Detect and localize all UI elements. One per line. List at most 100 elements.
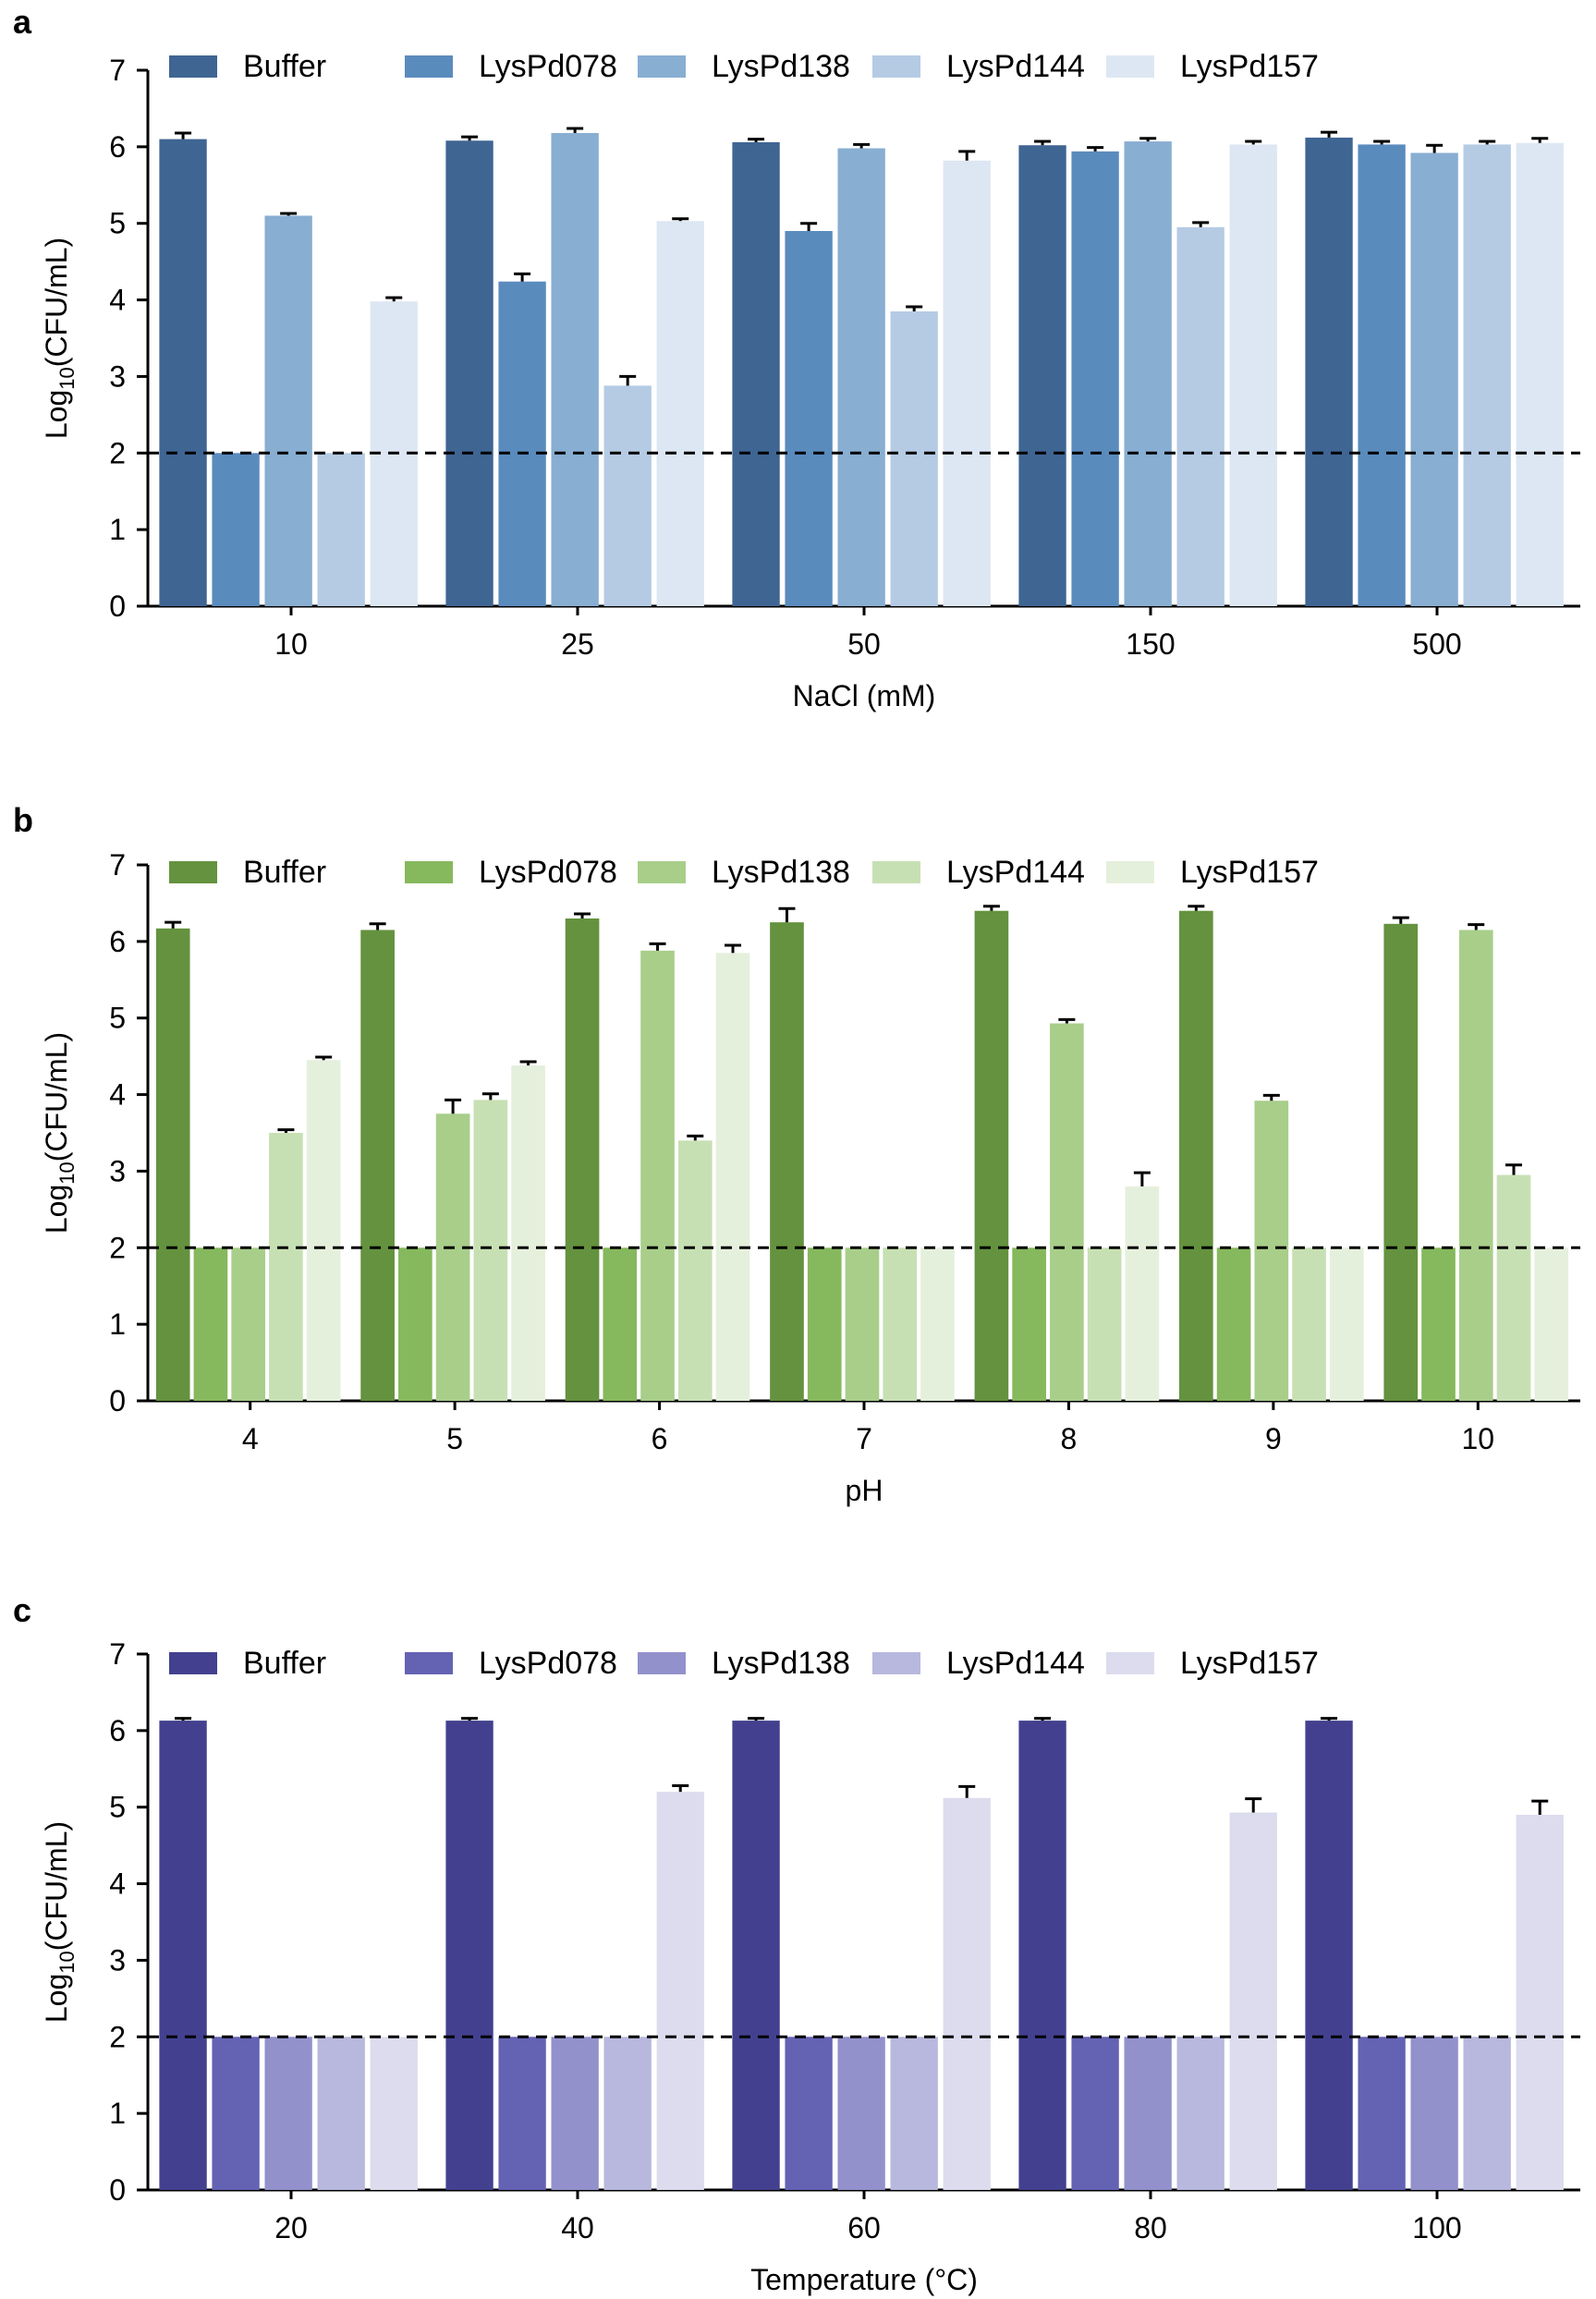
legend-label: Buffer (243, 1646, 326, 1681)
legend-swatch (872, 861, 920, 883)
bar-buffer-20 (159, 1721, 207, 2190)
bar-lyspd144-150 (1176, 226, 1224, 606)
chart-panel-b: b 0 1 2 3 4 5 6 7 Log10(CFU/mL) 4 5 6 7 8 9 10 pH Buffer Ly… (13, 801, 1580, 1507)
legend-label: LysPd144 (946, 855, 1085, 890)
bar-lyspd078-60 (785, 2037, 833, 2190)
x-tick-label: 40 (561, 2211, 594, 2244)
bar-lyspd138-9 (1254, 1101, 1289, 1401)
bar-lyspd144-10 (1496, 1174, 1531, 1401)
legend-swatch (638, 861, 686, 883)
panel-label: a (13, 3, 32, 41)
bar-lyspd078-4 (193, 1247, 228, 1401)
y-tick-label: 4 (109, 1867, 126, 1901)
legend-label: LysPd138 (712, 49, 850, 84)
bar-lyspd078-80 (1071, 2037, 1119, 2190)
y-tick-label: 6 (109, 925, 126, 958)
bar-lyspd144-100 (1463, 2037, 1511, 2190)
bar-buffer-40 (445, 1721, 493, 2190)
bar-lyspd157-20 (370, 2037, 418, 2190)
bar-lyspd138-7 (845, 1247, 880, 1401)
bar-lyspd138-8 (1050, 1023, 1084, 1401)
y-tick-label: 2 (109, 2020, 126, 2053)
x-tick-label: 4 (242, 1422, 259, 1455)
legend-swatch (1106, 861, 1154, 883)
y-tick-label: 6 (109, 1714, 126, 1747)
y-tick-label: 5 (109, 1791, 126, 1824)
legend-label: LysPd157 (1180, 49, 1319, 84)
bar-lyspd078-8 (1012, 1247, 1046, 1401)
legend-swatch (872, 1652, 920, 1674)
bar-lyspd157-25 (656, 221, 704, 606)
x-tick-label: 60 (847, 2211, 881, 2244)
bar-lyspd144-60 (890, 2037, 938, 2190)
bar-lyspd138-50 (837, 148, 885, 606)
y-tick-label: 1 (109, 513, 126, 546)
y-tick-label: 3 (109, 1943, 126, 1977)
chart-panel-a: a 0 1 2 3 4 5 6 7 Log10(CFU/mL) 10 25 50 150 500 NaCl (… (13, 3, 1580, 712)
legend-label: Buffer (243, 855, 326, 890)
bar-lyspd138-500 (1410, 152, 1458, 606)
bar-lyspd078-50 (785, 231, 833, 606)
bar-lyspd144-4 (269, 1133, 303, 1401)
y-tick-label: 4 (109, 1078, 126, 1112)
bar-buffer-60 (732, 1721, 780, 2190)
y-tick-label: 1 (109, 1308, 126, 1341)
legend-label: LysPd138 (712, 1646, 850, 1681)
y-tick-label: 6 (109, 130, 126, 164)
x-tick-label: 500 (1412, 627, 1461, 661)
bar-buffer-25 (445, 140, 493, 606)
legend-swatch (169, 1652, 217, 1674)
y-tick-label: 2 (109, 1231, 126, 1264)
bar-lyspd157-80 (1229, 1812, 1277, 2190)
bar-lyspd144-6 (677, 1140, 713, 1401)
bar-lyspd078-25 (498, 281, 546, 606)
bar-lyspd157-8 (1125, 1186, 1160, 1401)
bar-buffer-8 (974, 910, 1009, 1401)
bar-lyspd157-10 (1534, 1247, 1569, 1401)
bar-lyspd144-5 (473, 1100, 508, 1401)
y-tick-label: 1 (109, 2097, 126, 2130)
x-tick-label: 6 (652, 1422, 668, 1455)
x-tick-label: 10 (274, 627, 308, 661)
y-axis-title: Log10(CFU/mL) (40, 1032, 79, 1234)
bar-lyspd078-5 (398, 1247, 433, 1401)
y-tick-label: 4 (109, 284, 126, 317)
bar-lyspd144-50 (890, 311, 938, 606)
bar-lyspd144-500 (1463, 144, 1511, 606)
y-tick-label: 2 (109, 436, 126, 469)
bar-lyspd078-10 (1421, 1247, 1456, 1401)
bar-lyspd157-500 (1516, 142, 1564, 606)
bar-lyspd138-10 (264, 215, 312, 606)
x-tick-label: 150 (1126, 627, 1175, 661)
bar-lyspd157-6 (715, 953, 750, 1401)
x-tick-label: 20 (274, 2211, 308, 2244)
x-tick-label: 8 (1061, 1422, 1078, 1455)
legend-label: LysPd078 (479, 49, 617, 84)
bar-lyspd157-60 (943, 1797, 991, 2190)
bar-lyspd144-25 (603, 385, 652, 606)
legend-swatch (405, 55, 453, 78)
x-tick-label: 5 (446, 1422, 463, 1455)
bar-lyspd138-4 (231, 1247, 266, 1401)
y-tick-label: 0 (109, 590, 126, 623)
legend-swatch (638, 1652, 686, 1674)
legend-label: LysPd078 (479, 855, 617, 890)
bar-lyspd144-7 (883, 1247, 918, 1401)
bar-lyspd138-100 (1410, 2037, 1458, 2190)
y-tick-label: 0 (109, 2173, 126, 2207)
legend-label: LysPd138 (712, 855, 850, 890)
legend-swatch (169, 55, 217, 78)
bar-lyspd078-7 (807, 1247, 842, 1401)
bar-lyspd157-100 (1516, 1815, 1564, 2190)
legend-label: LysPd144 (946, 1646, 1085, 1681)
y-axis-title: Log10(CFU/mL) (40, 237, 79, 439)
bar-buffer-10 (159, 139, 207, 607)
x-tick-label: 100 (1412, 2211, 1461, 2244)
bar-lyspd144-9 (1292, 1247, 1326, 1401)
panel-label: c (13, 1591, 31, 1629)
x-tick-label: 9 (1265, 1422, 1282, 1455)
legend-label: LysPd078 (479, 1646, 617, 1681)
bar-lyspd138-5 (435, 1113, 470, 1401)
bar-lyspd138-80 (1124, 2037, 1172, 2190)
bar-lyspd138-20 (264, 2037, 312, 2190)
